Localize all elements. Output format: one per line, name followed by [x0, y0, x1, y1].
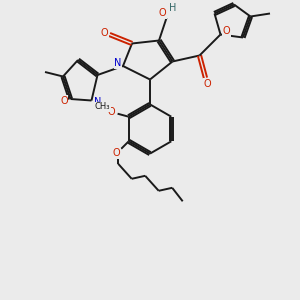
Text: O: O [108, 106, 116, 117]
Text: O: O [203, 79, 211, 89]
Text: O: O [100, 28, 108, 38]
Text: CH₃: CH₃ [95, 102, 110, 111]
Text: O: O [60, 95, 68, 106]
Text: O: O [223, 26, 230, 37]
Text: N: N [94, 97, 102, 107]
Text: O: O [113, 148, 121, 158]
Text: O: O [159, 8, 167, 18]
Text: N: N [114, 58, 122, 68]
Text: H: H [169, 3, 177, 14]
